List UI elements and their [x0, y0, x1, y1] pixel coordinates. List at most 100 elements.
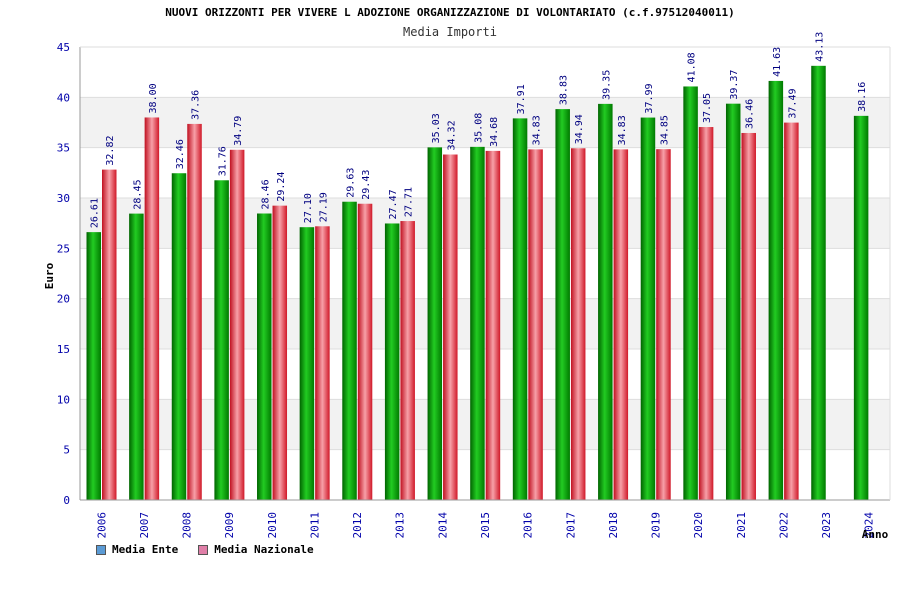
- y-axis-label: Euro: [43, 262, 56, 289]
- data-label: 34.79: [233, 116, 244, 146]
- bar: [357, 203, 373, 500]
- legend: Media Ente Media Nazionale: [96, 543, 314, 556]
- x-tick-label: 2009: [223, 512, 236, 539]
- chart-subtitle: Media Importi: [403, 25, 497, 39]
- y-tick-label: 0: [63, 494, 70, 507]
- bar: [741, 132, 756, 500]
- x-tick-label: 2010: [266, 512, 279, 539]
- bar: [768, 80, 784, 500]
- bar: [144, 117, 160, 500]
- y-tick-label: 25: [57, 242, 70, 255]
- bar: [698, 127, 714, 500]
- y-tick-label: 20: [57, 293, 70, 306]
- data-label: 27.19: [318, 192, 329, 222]
- bar: [342, 201, 357, 500]
- bar: [613, 149, 629, 501]
- x-tick-label: 2007: [138, 512, 151, 539]
- data-label: 32.82: [105, 136, 116, 166]
- bar: [443, 154, 458, 500]
- y-tick-label: 45: [57, 41, 70, 54]
- bar: [725, 103, 741, 501]
- data-label: 29.24: [276, 172, 287, 202]
- x-tick-label: 2017: [564, 512, 577, 539]
- x-tick-label: 2015: [479, 512, 492, 539]
- data-label: 34.32: [446, 120, 457, 150]
- data-label: 39.37: [729, 70, 740, 100]
- x-tick-label: 2012: [351, 512, 364, 539]
- x-tick-label: 2014: [436, 512, 449, 539]
- bar: [485, 150, 501, 500]
- data-label: 34.68: [489, 117, 500, 147]
- x-tick-label: 2016: [522, 512, 535, 539]
- legend-item-media-ente: Media Ente: [96, 543, 178, 556]
- bar: [86, 232, 101, 500]
- data-label: 37.36: [191, 90, 202, 120]
- data-label: 28.45: [132, 179, 143, 209]
- bar: [229, 149, 245, 500]
- data-label: 28.46: [260, 179, 271, 209]
- x-tick-label: 2024: [863, 512, 876, 539]
- data-label: 32.46: [175, 139, 186, 169]
- bar: [102, 169, 117, 500]
- data-label: 27.47: [388, 189, 399, 219]
- x-tick-label: 2013: [394, 512, 407, 539]
- chart-title: NUOVI ORIZZONTI PER VIVERE L ADOZIONE OR…: [165, 6, 735, 19]
- data-label: 27.10: [303, 193, 314, 223]
- data-label: 34.83: [532, 115, 543, 145]
- y-tick-label: 10: [57, 393, 70, 406]
- x-tick-label: 2008: [181, 512, 194, 539]
- data-label: 41.63: [772, 47, 783, 77]
- data-label: 35.08: [473, 113, 484, 143]
- data-label: 26.61: [90, 198, 101, 228]
- data-label: 34.83: [617, 115, 628, 145]
- x-tick-label: 2006: [95, 512, 108, 539]
- bar: [427, 147, 443, 500]
- data-label: 29.43: [361, 170, 372, 200]
- bar: [570, 148, 586, 500]
- x-tick-label: 2011: [308, 512, 321, 539]
- data-label: 37.91: [516, 84, 527, 114]
- y-tick-label: 35: [57, 142, 70, 155]
- bar: [257, 213, 272, 500]
- bar: [640, 117, 656, 501]
- x-tick-label: 2020: [692, 512, 705, 539]
- x-tick-label: 2022: [777, 512, 790, 539]
- bar: [129, 213, 144, 500]
- bar: [853, 115, 869, 500]
- bar: [187, 123, 202, 500]
- bar: [299, 227, 315, 500]
- bar: [272, 205, 288, 500]
- data-label: 31.76: [218, 146, 229, 176]
- bar: [512, 118, 528, 500]
- x-axis-label: Anno: [862, 528, 889, 541]
- bar: [784, 122, 799, 500]
- legend-item-media-nazionale: Media Nazionale: [198, 543, 314, 556]
- bar: [384, 223, 400, 500]
- bar: [811, 65, 826, 500]
- x-tick-label: 2019: [650, 512, 663, 539]
- data-label: 39.35: [601, 70, 612, 100]
- legend-swatch-ente: [96, 544, 106, 555]
- data-label: 43.13: [814, 32, 825, 62]
- legend-swatch-nazionale: [198, 544, 209, 555]
- bar: [598, 103, 613, 501]
- data-label: 34.94: [574, 114, 585, 144]
- data-label: 38.83: [559, 75, 570, 105]
- bar: [683, 86, 698, 500]
- data-label: 27.71: [404, 187, 415, 217]
- data-label: 34.85: [659, 115, 670, 145]
- data-label: 35.03: [431, 113, 442, 143]
- y-tick-label: 40: [57, 91, 70, 104]
- bar: [315, 226, 330, 500]
- data-label: 38.16: [857, 82, 868, 112]
- legend-label-ente: Media Ente: [112, 543, 179, 556]
- x-tick-label: 2023: [820, 512, 833, 539]
- bar: [470, 146, 485, 500]
- legend-label-nazionale: Media Nazionale: [214, 543, 314, 556]
- y-tick-label: 30: [57, 192, 70, 205]
- y-tick-label: 15: [57, 343, 70, 356]
- data-label: 37.49: [787, 88, 798, 118]
- data-label: 37.05: [702, 93, 713, 123]
- x-tick-label: 2018: [607, 512, 620, 539]
